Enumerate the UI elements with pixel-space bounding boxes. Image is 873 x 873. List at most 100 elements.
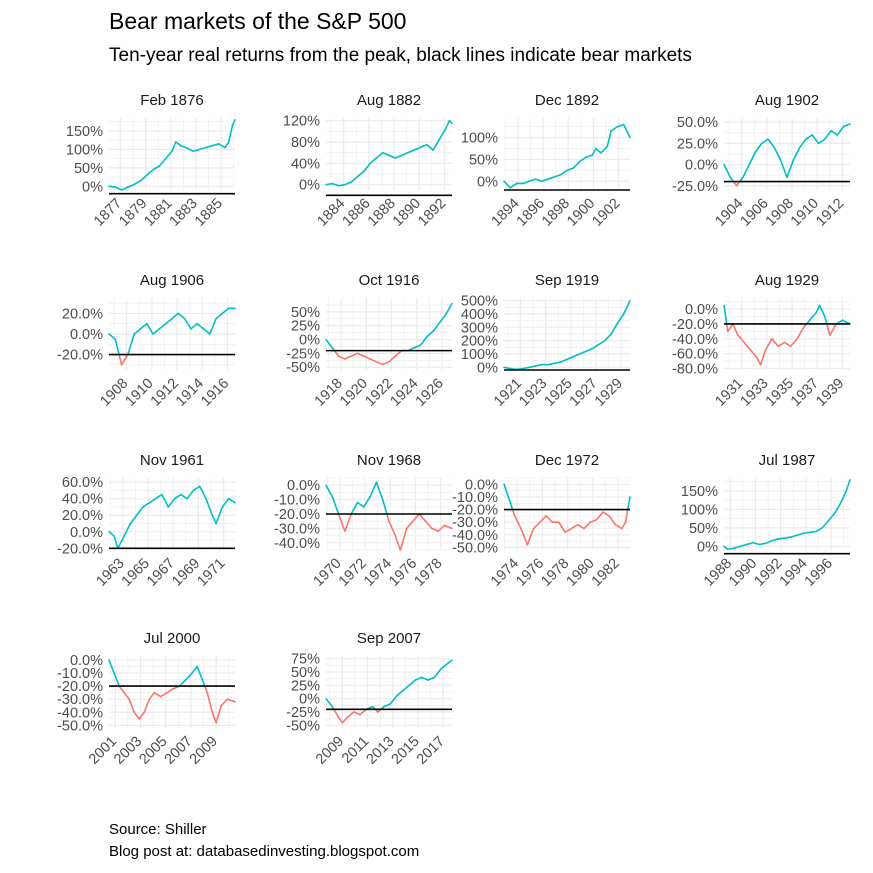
data-segment: [413, 146, 422, 151]
x-tick-label: 1933: [738, 376, 772, 410]
data-segment: [153, 691, 162, 698]
data-segment: [381, 151, 390, 157]
y-tick-label: 0.0%: [70, 327, 103, 343]
data-segment: [138, 711, 146, 720]
data-segment: [227, 497, 236, 504]
data-segment: [439, 663, 448, 671]
y-tick-label: -20.0%: [274, 507, 320, 523]
panel-nov-1961: Nov 1961-20.0%0.0%20.0%40.0%60.0%1963196…: [57, 452, 236, 590]
data-segment: [808, 530, 817, 534]
data-segment: [133, 179, 142, 186]
y-tick-label: 25%: [291, 319, 320, 335]
x-tick-label: 1974: [488, 556, 522, 590]
data-segment: [190, 322, 198, 330]
data-segment: [437, 524, 446, 533]
y-tick-label: 20.0%: [62, 306, 103, 322]
data-segment: [511, 508, 516, 517]
data-segment: [752, 541, 761, 546]
data-segment: [211, 711, 217, 724]
y-tick-label: -50.0%: [57, 718, 103, 734]
chart-title: Bear markets of the S&P 500: [109, 8, 407, 34]
x-tick-label: 1976: [386, 556, 420, 590]
y-tick-label: 0.0%: [287, 478, 320, 494]
x-tick-label: 1969: [169, 556, 203, 590]
y-tick-label: -25.0%: [672, 179, 718, 195]
data-segment: [333, 708, 340, 719]
panel-title: Nov 1961: [140, 452, 204, 469]
data-segment: [777, 537, 786, 540]
data-segment: [443, 524, 453, 530]
x-tick-label: 2017: [414, 734, 448, 768]
data-segment: [154, 493, 163, 500]
y-tick-label: -30.0%: [452, 515, 498, 531]
data-segment: [146, 168, 154, 177]
data-segment: [578, 156, 587, 163]
x-tick-label: 1898: [539, 196, 573, 230]
data-segment: [622, 299, 631, 315]
x-tick-label: 1912: [148, 376, 182, 410]
data-segment: [362, 162, 371, 173]
x-tick-label: 1904: [712, 196, 746, 230]
data-segment: [158, 322, 167, 330]
data-segment: [608, 515, 617, 526]
data-segment: [742, 163, 751, 179]
data-segment: [201, 678, 206, 687]
y-tick-label: 400%: [461, 307, 498, 323]
x-tick-label: 1888: [365, 196, 399, 230]
data-segment: [614, 523, 623, 530]
data-segment: [743, 341, 752, 351]
x-tick-label: 1971: [194, 556, 228, 590]
x-tick-label: 1877: [91, 196, 125, 230]
data-segment: [760, 138, 769, 145]
x-tick-label: 1885: [192, 196, 226, 230]
data-segment: [789, 534, 798, 538]
x-tick-label: 1926: [413, 376, 447, 410]
data-segment: [622, 123, 631, 139]
y-tick-label: -20.0%: [57, 679, 103, 695]
data-segment: [394, 154, 403, 159]
y-tick-label: 25%: [291, 678, 320, 694]
data-segment: [356, 170, 365, 178]
y-tick-label: 80%: [291, 135, 320, 151]
y-tick-label: 0.0%: [70, 653, 103, 669]
data-segment: [356, 352, 365, 357]
data-segment: [566, 355, 575, 361]
data-segment: [570, 523, 579, 530]
data-segment: [164, 150, 173, 160]
data-segment: [526, 527, 535, 546]
y-tick-label: 0.0%: [685, 302, 718, 318]
data-segment: [732, 323, 739, 336]
data-segment: [209, 317, 217, 335]
data-segment: [389, 695, 398, 705]
panel-oct-1916: Oct 1916 -50%-25%0%25%50% 1918192019221924…: [286, 272, 453, 410]
data-segment: [829, 323, 837, 336]
data-segment: [507, 496, 514, 511]
data-segment: [576, 523, 585, 530]
data-segment: [344, 181, 353, 186]
data-segment: [120, 353, 129, 366]
data-segment: [325, 484, 334, 498]
data-segment: [818, 304, 826, 318]
data-segment: [346, 711, 355, 719]
panel-title: Jul 2000: [144, 630, 201, 647]
data-segment: [167, 497, 176, 508]
y-tick-label: 100%: [461, 347, 498, 363]
data-segment: [407, 149, 416, 154]
data-segment: [120, 186, 129, 191]
panel-title: Oct 1916: [359, 272, 420, 289]
data-segment: [375, 151, 384, 159]
data-segment: [129, 514, 138, 525]
data-segment: [532, 521, 541, 530]
panel-title: Jul 1987: [759, 452, 816, 469]
data-segment: [749, 349, 758, 359]
data-segment: [739, 543, 748, 548]
data-segment: [840, 490, 848, 503]
data-segment: [444, 302, 453, 316]
data-segment: [205, 497, 214, 517]
data-segment: [513, 515, 522, 530]
x-tick-label: 1992: [751, 556, 785, 590]
data-segment: [178, 678, 187, 687]
data-segment: [566, 167, 575, 172]
y-tick-label: -50.0%: [452, 540, 498, 556]
